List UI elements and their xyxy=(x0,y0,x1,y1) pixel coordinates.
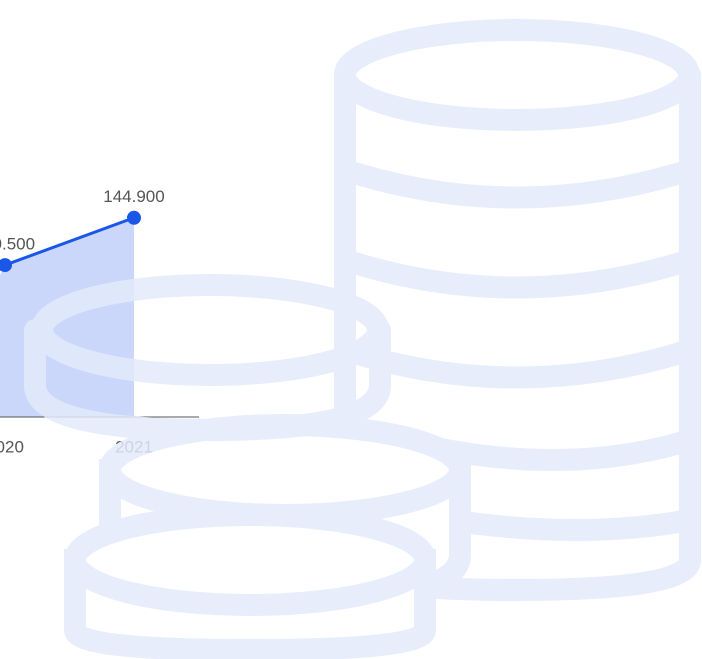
screen: 110.500144.90020202021 xyxy=(0,0,702,659)
coin-top xyxy=(75,515,425,605)
value-label: 110.500 xyxy=(0,235,35,254)
point xyxy=(127,211,141,225)
value-label: 144.900 xyxy=(103,187,164,206)
coin-top xyxy=(345,30,689,120)
x-tick-label: 2020 xyxy=(0,437,24,456)
